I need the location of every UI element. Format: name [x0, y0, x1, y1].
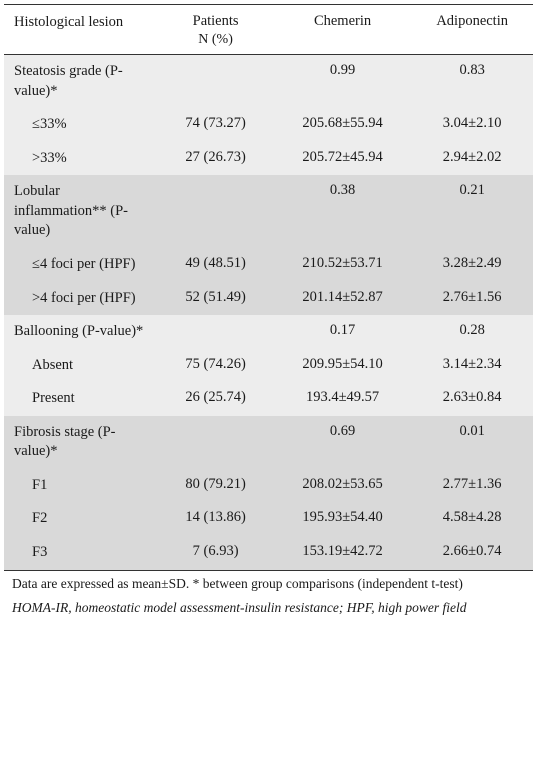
col-header-patients-main: Patients [193, 13, 239, 29]
cell-adiponectin: 3.04±2.10 [411, 108, 533, 142]
cell-patients: 52 (51.49) [157, 282, 273, 316]
group-chemerin-p: 0.69 [274, 416, 412, 469]
cell-chemerin: 201.14±52.87 [274, 282, 412, 316]
table-row: F180 (79.21)208.02±53.652.77±1.36 [4, 469, 533, 503]
cell-adiponectin: 3.28±2.49 [411, 248, 533, 282]
cell-adiponectin: 2.66±0.74 [411, 536, 533, 570]
group-header-row: Fibrosis stage (P-value)* 0.690.01 [4, 416, 533, 469]
group-chemerin-p: 0.38 [274, 175, 412, 248]
group-chemerin-p: 0.99 [274, 55, 412, 109]
group-chemerin-p: 0.17 [274, 315, 412, 349]
cell-chemerin: 205.68±55.94 [274, 108, 412, 142]
group-patients [157, 416, 273, 469]
histology-table: Histological lesion Patients N (%) Cheme… [0, 0, 537, 623]
table-row: ≤33%74 (73.27)205.68±55.943.04±2.10 [4, 108, 533, 142]
cell-chemerin: 153.19±42.72 [274, 536, 412, 570]
cell-patients: 75 (74.26) [157, 349, 273, 383]
cell-chemerin: 209.95±54.10 [274, 349, 412, 383]
cell-adiponectin: 4.58±4.28 [411, 502, 533, 536]
cell-lesion: ≤4 foci per (HPF) [4, 248, 157, 282]
header-row: Histological lesion Patients N (%) Cheme… [4, 5, 533, 55]
group-patients [157, 175, 273, 248]
col-header-lesion: Histological lesion [4, 5, 157, 55]
group-label: Fibrosis stage (P-value)* [4, 416, 157, 469]
cell-lesion: >4 foci per (HPF) [4, 282, 157, 316]
group-patients [157, 315, 273, 349]
group-label: Steatosis grade (P-value)* [4, 55, 157, 109]
col-header-chemerin: Chemerin [274, 5, 412, 55]
col-header-patients: Patients N (%) [157, 5, 273, 55]
cell-patients: 7 (6.93) [157, 536, 273, 570]
cell-lesion: >33% [4, 142, 157, 176]
cell-adiponectin: 2.76±1.56 [411, 282, 533, 316]
col-header-adiponectin: Adiponectin [411, 5, 533, 55]
cell-lesion: F2 [4, 502, 157, 536]
group-label: Ballooning (P-value)* [4, 315, 157, 349]
cell-lesion: ≤33% [4, 108, 157, 142]
cell-patients: 74 (73.27) [157, 108, 273, 142]
table-row: >4 foci per (HPF)52 (51.49)201.14±52.872… [4, 282, 533, 316]
table-row: F37 (6.93)153.19±42.722.66±0.74 [4, 536, 533, 570]
group-header-row: Steatosis grade (P-value)* 0.990.83 [4, 55, 533, 109]
group-adiponectin-p: 0.21 [411, 175, 533, 248]
footnote-line-2: HOMA-IR, homeostatic model assessment-in… [12, 599, 525, 617]
cell-lesion: F1 [4, 469, 157, 503]
data-table: Histological lesion Patients N (%) Cheme… [4, 4, 533, 571]
cell-patients: 26 (25.74) [157, 382, 273, 416]
group-label: Lobular inflammation** (P-value) [4, 175, 157, 248]
cell-chemerin: 195.93±54.40 [274, 502, 412, 536]
cell-patients: 27 (26.73) [157, 142, 273, 176]
group-adiponectin-p: 0.83 [411, 55, 533, 109]
cell-lesion: F3 [4, 536, 157, 570]
cell-patients: 80 (79.21) [157, 469, 273, 503]
table-row: ≤4 foci per (HPF)49 (48.51)210.52±53.713… [4, 248, 533, 282]
cell-lesion: Present [4, 382, 157, 416]
cell-patients: 49 (48.51) [157, 248, 273, 282]
group-header-row: Ballooning (P-value)* 0.170.28 [4, 315, 533, 349]
table-row: Present26 (25.74)193.4±49.572.63±0.84 [4, 382, 533, 416]
table-row: Absent75 (74.26)209.95±54.103.14±2.34 [4, 349, 533, 383]
table-row: >33%27 (26.73)205.72±45.942.94±2.02 [4, 142, 533, 176]
cell-patients: 14 (13.86) [157, 502, 273, 536]
footnotes: Data are expressed as mean±SD. * between… [4, 571, 533, 619]
group-header-row: Lobular inflammation** (P-value) 0.380.21 [4, 175, 533, 248]
footnote-line-1: Data are expressed as mean±SD. * between… [12, 575, 525, 593]
table-row: F214 (13.86)195.93±54.404.58±4.28 [4, 502, 533, 536]
cell-chemerin: 210.52±53.71 [274, 248, 412, 282]
cell-chemerin: 205.72±45.94 [274, 142, 412, 176]
group-adiponectin-p: 0.01 [411, 416, 533, 469]
cell-adiponectin: 2.63±0.84 [411, 382, 533, 416]
cell-chemerin: 193.4±49.57 [274, 382, 412, 416]
cell-lesion: Absent [4, 349, 157, 383]
group-patients [157, 55, 273, 109]
col-header-patients-sub: N (%) [163, 32, 267, 48]
group-adiponectin-p: 0.28 [411, 315, 533, 349]
cell-adiponectin: 3.14±2.34 [411, 349, 533, 383]
cell-adiponectin: 2.77±1.36 [411, 469, 533, 503]
cell-chemerin: 208.02±53.65 [274, 469, 412, 503]
cell-adiponectin: 2.94±2.02 [411, 142, 533, 176]
table-body: Steatosis grade (P-value)*0.990.83≤33%74… [4, 55, 533, 571]
